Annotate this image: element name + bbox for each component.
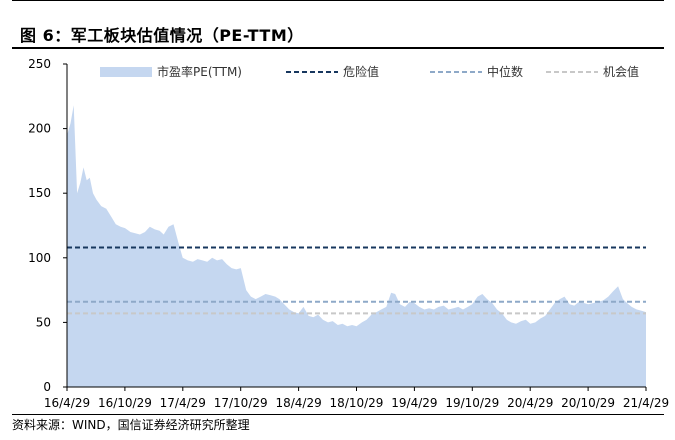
x-tick-label: 16/10/29	[98, 396, 152, 410]
legend-label: 危险值	[343, 64, 379, 79]
legend: 市盈率PE(TTM) 危险值 中位数 机会值	[100, 64, 639, 79]
top-rule	[12, 0, 664, 1]
pe-ttm-chart: 0 50 100 150 200 250 16/4/29 16/10/29 17/4/29 17/…	[28, 57, 669, 410]
x-tick-label: 17/4/29	[160, 396, 206, 410]
x-tick-label: 18/10/29	[330, 396, 384, 410]
legend-swatch-area	[100, 67, 152, 77]
legend-label: 市盈率PE(TTM)	[157, 64, 242, 79]
figure-title-bar: 图 6：军工板块估值情况（PE-TTM）	[12, 14, 664, 48]
figure-title: 图 6：军工板块估值情况（PE-TTM）	[20, 26, 304, 45]
legend-label: 机会值	[603, 64, 639, 79]
area-layer	[67, 105, 646, 388]
bottom-rule	[12, 414, 664, 415]
y-tick-label: 0	[43, 380, 51, 394]
title-rule	[12, 47, 664, 49]
y-tick-label: 50	[36, 315, 51, 329]
x-tick-label: 19/4/29	[391, 396, 437, 410]
y-tick-label: 150	[28, 186, 51, 200]
source-note: 资料来源：WIND，国信证券经济研究所整理	[12, 418, 250, 432]
reference-lines	[67, 246, 646, 315]
x-tick-label: 19/10/29	[445, 396, 499, 410]
legend-label: 中位数	[487, 64, 523, 79]
x-tick-label: 17/10/29	[214, 396, 268, 410]
y-tick-label: 250	[28, 57, 51, 71]
x-tick-label: 21/4/29	[623, 396, 669, 410]
pe-ttm-area	[67, 105, 646, 388]
x-tick-label: 16/4/29	[44, 396, 90, 410]
axes: 0 50 100 150 200 250 16/4/29 16/10/29 17/4/29 17/…	[28, 57, 669, 410]
y-tick-label: 100	[28, 251, 51, 265]
x-tick-label: 20/10/29	[561, 396, 615, 410]
y-tick-label: 200	[28, 122, 51, 136]
x-tick-label: 18/4/29	[275, 396, 321, 410]
x-tick-label: 20/4/29	[507, 396, 553, 410]
